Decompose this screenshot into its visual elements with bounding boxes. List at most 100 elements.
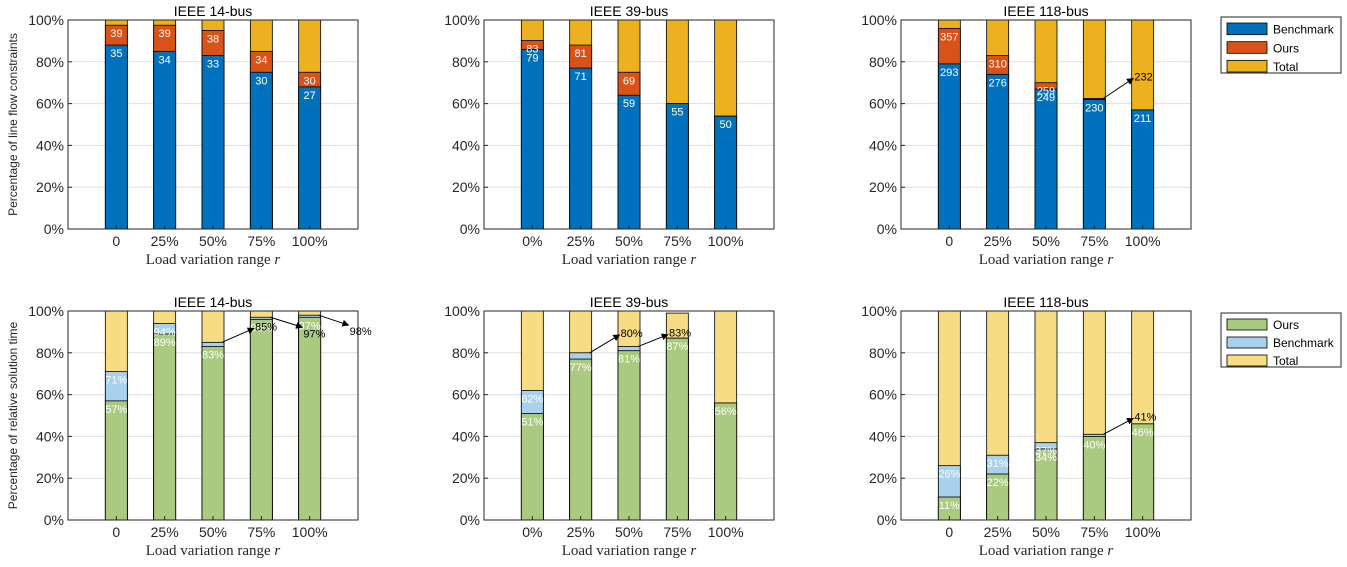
legend: Benchmark Ours Total: [1220, 16, 1342, 74]
data-label: 39: [159, 28, 171, 40]
x-tick-label: 50%: [199, 233, 227, 249]
data-label: 46%: [1132, 427, 1154, 439]
data-label: 50: [720, 119, 732, 131]
y-tick-label: 20%: [36, 470, 64, 486]
y-tick-label: 80%: [452, 54, 480, 70]
y-tick-label: 100%: [28, 303, 64, 319]
data-label: 30: [255, 75, 267, 87]
x-tick-label: 75%: [1080, 524, 1108, 540]
bar-benchmark-5: [298, 86, 322, 230]
x-axis-label: Load variation range r: [562, 252, 697, 268]
callout-arrow: [318, 314, 350, 327]
y-tick-label: 80%: [869, 345, 897, 361]
x-tick-label: 50%: [1032, 524, 1060, 540]
data-label: 55: [671, 107, 683, 119]
x-tick-label: 0: [112, 524, 120, 540]
bar-benchmark-2: [153, 50, 177, 230]
legend-entry: Ours: [1273, 41, 1299, 55]
y-tick-label: 60%: [452, 96, 480, 112]
callout-arrow: [270, 316, 304, 329]
data-label: 94%: [154, 327, 176, 339]
data-label: 39: [110, 28, 122, 40]
y-tick-label: 80%: [36, 54, 64, 70]
x-tick-label: 75%: [663, 233, 691, 249]
bar-ours-1: [104, 400, 128, 521]
chart-panel-4: 0% 20% 40% 60% 80% 100% 57% 71% 0 89%94% 25% 83% 50%…: [6, 294, 372, 559]
data-label: 27: [304, 90, 316, 102]
y-tick-label: 40%: [36, 428, 64, 444]
callout-label: 232: [1134, 71, 1152, 83]
bar-benchmark-3: [617, 94, 641, 230]
x-axis-label: Load variation range r: [146, 543, 281, 559]
y-tick-label: 0%: [44, 512, 64, 528]
callout-label: 83%: [669, 328, 691, 340]
chart-title: IEEE 39-bus: [590, 294, 669, 310]
bar-ours-5: [714, 402, 738, 521]
axes-frame: [483, 310, 775, 521]
callout-label: 98%: [350, 326, 372, 338]
chart-panel-6: 0% 20% 40% 60% 80% 100% 11% 26% 0 22% 31% 25% 34%37%…: [861, 294, 1342, 559]
bar-benchmark-3: [201, 55, 225, 230]
bar-benchmark-3: [1034, 88, 1058, 230]
data-label: 35: [110, 48, 122, 60]
y-tick-label: 100%: [444, 12, 480, 28]
data-label: 276: [988, 77, 1006, 89]
y-tick-label: 60%: [869, 387, 897, 403]
x-tick-label: 50%: [199, 524, 227, 540]
x-tick-label: 75%: [663, 524, 691, 540]
legend-swatch: [1226, 336, 1268, 349]
callout-arrow: [221, 327, 255, 343]
x-tick-label: 25%: [567, 524, 595, 540]
legend-swatch: [1226, 318, 1268, 331]
data-label: 96%: [250, 322, 272, 334]
chart-title: IEEE 118-bus: [1003, 3, 1088, 19]
bar-benchmark-4: [1082, 99, 1106, 230]
data-label: 34%: [1035, 452, 1057, 464]
callout-arrow: [589, 334, 621, 354]
x-tick-label: 50%: [1032, 233, 1060, 249]
bar-benchmark-5: [1131, 109, 1155, 230]
chart-panel-5: 0% 20% 40% 60% 80% 100% 51% 62% 0% 77% 25% 81% 50% 87…: [444, 294, 775, 559]
x-axis-label: Load variation range r: [562, 543, 697, 559]
data-label: 37%: [1035, 446, 1057, 458]
bar-benchmark-4: [665, 103, 689, 230]
axes-frame: [67, 19, 359, 230]
axes-frame: [67, 310, 359, 521]
bar-ours-2: [153, 333, 177, 521]
data-label: 11%: [939, 500, 960, 512]
x-tick-label: 0%: [522, 524, 542, 540]
y-tick-label: 20%: [452, 470, 480, 486]
x-tick-label: 50%: [615, 524, 643, 540]
data-label: 31%: [987, 458, 1009, 470]
data-label: 71%: [105, 375, 127, 387]
y-tick-label: 40%: [452, 137, 480, 153]
x-axis-label: Load variation range r: [979, 252, 1114, 268]
legend-swatch: [1226, 22, 1268, 36]
data-label: 89%: [154, 337, 176, 349]
data-label: 22%: [987, 477, 1009, 489]
y-tick-label: 40%: [452, 428, 480, 444]
y-tick-label: 20%: [452, 179, 480, 195]
x-axis-label: Load variation range r: [146, 252, 281, 268]
x-tick-label: 100%: [1125, 524, 1161, 540]
y-tick-label: 100%: [28, 12, 64, 28]
bar-ours-2: [569, 358, 593, 521]
y-tick-label: 40%: [36, 137, 64, 153]
data-label: 57%: [105, 404, 127, 416]
y-tick-label: 20%: [869, 470, 897, 486]
bar-benchmark-2: [569, 67, 593, 230]
data-label: 30: [304, 75, 316, 87]
chart-title: IEEE 14-bus: [174, 3, 253, 19]
data-label: 97%: [299, 320, 321, 332]
x-tick-label: 75%: [247, 233, 275, 249]
y-tick-label: 40%: [869, 137, 897, 153]
x-tick-label: 25%: [151, 524, 179, 540]
data-label: 230: [1085, 102, 1103, 114]
x-tick-label: 100%: [1125, 233, 1161, 249]
x-tick-label: 100%: [292, 524, 328, 540]
y-tick-label: 0%: [877, 512, 897, 528]
data-label: 40%: [1083, 439, 1105, 451]
data-label: 293: [940, 67, 958, 79]
